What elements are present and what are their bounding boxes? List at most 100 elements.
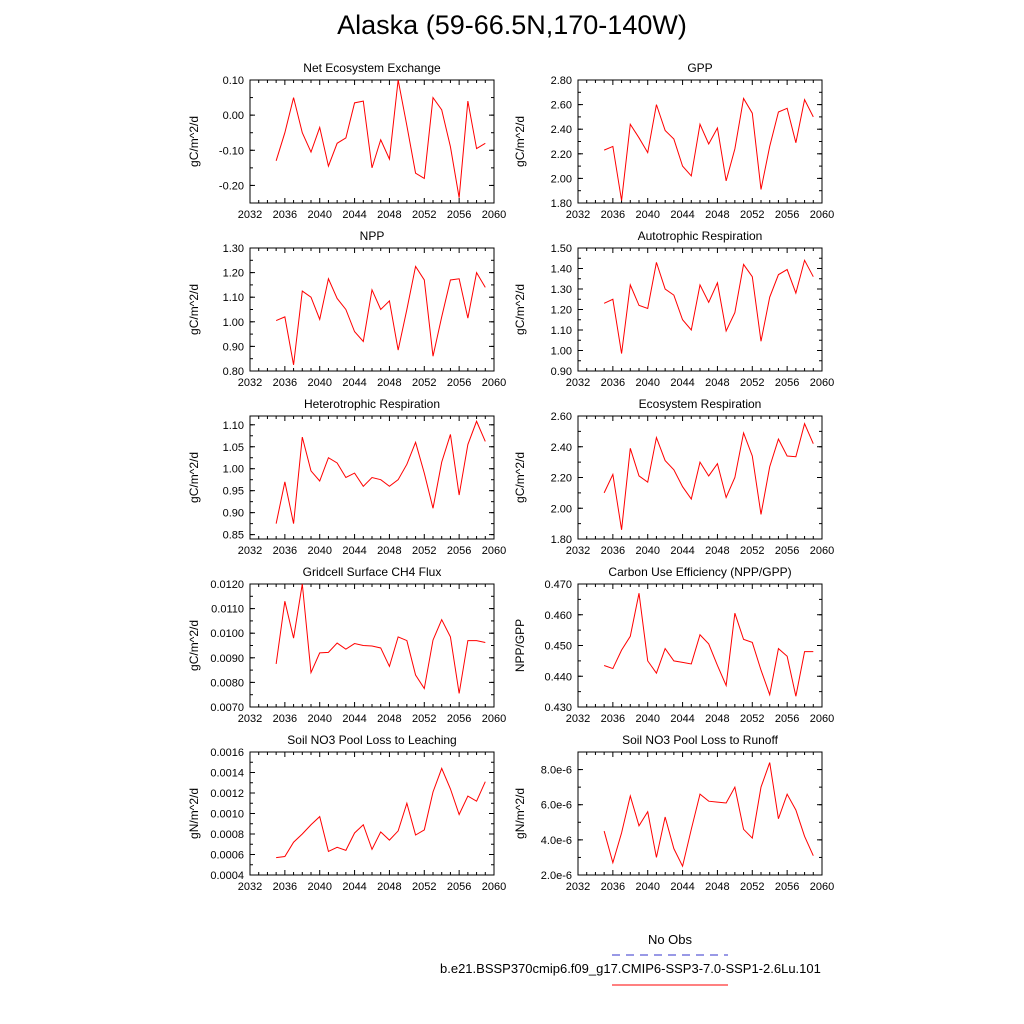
plot-frame — [249, 247, 495, 372]
y-tick-label: 0.0120 — [210, 579, 244, 591]
figure-title: Alaska (59-66.5N,170-140W) — [337, 10, 687, 40]
panel-9: Soil NO3 Pool Loss to Leaching gN/m^2/d 20… — [187, 733, 506, 893]
panel-6: Ecosystem Respiration gC/m^2/d 2032 2036 204… — [513, 397, 834, 557]
y-tick-label: 1.30 — [223, 243, 244, 255]
y-tick-label: 0.450 — [544, 641, 572, 653]
series-line — [603, 422, 814, 530]
x-tick-label: 2032 — [238, 713, 262, 725]
y-tick-label: 4.0e-6 — [541, 835, 572, 847]
x-tick-label: 2052 — [412, 209, 436, 221]
y-tick-label: 2.20 — [551, 149, 572, 161]
x-tick-label: 2048 — [705, 209, 729, 221]
y-axis-label: gC/m^2/d — [187, 284, 201, 335]
x-tick-label: 2036 — [601, 545, 625, 557]
x-tick-label: 2048 — [377, 377, 401, 389]
y-axis-label: gC/m^2/d — [513, 452, 527, 503]
x-tick-label: 2060 — [482, 545, 506, 557]
y-tick-label: 0.0012 — [210, 788, 244, 800]
y-tick-label: 2.0e-6 — [541, 870, 572, 882]
x-tick-label: 2036 — [273, 881, 297, 893]
x-tick-label: 2044 — [670, 377, 694, 389]
y-tick-label: 1.10 — [551, 325, 572, 337]
y-tick-label: 1.10 — [223, 420, 244, 432]
x-tick-label: 2056 — [447, 545, 471, 557]
x-tick-label: 2048 — [705, 545, 729, 557]
x-tick-label: 2048 — [377, 881, 401, 893]
y-tick-label: 1.40 — [551, 264, 572, 276]
x-tick-label: 2048 — [377, 545, 401, 557]
x-tick-label: 2052 — [412, 713, 436, 725]
x-tick-label: 2048 — [377, 209, 401, 221]
y-tick-label: 0.0010 — [210, 809, 244, 821]
series-line — [603, 762, 814, 868]
x-tick-label: 2056 — [775, 377, 799, 389]
x-tick-label: 2036 — [601, 209, 625, 221]
y-tick-label: 0.460 — [544, 610, 572, 622]
y-axis-label: gN/m^2/d — [187, 788, 201, 839]
plot-frame — [577, 415, 823, 540]
plot-frame — [577, 583, 823, 708]
panel-title: Heterotrophic Respiration — [304, 397, 440, 411]
x-tick-label: 2040 — [635, 377, 659, 389]
y-tick-label: 1.20 — [551, 305, 572, 317]
x-tick-label: 2032 — [238, 881, 262, 893]
panel-2: GPP gC/m^2/d 2032 2036 2040 2044 2048 2052 2056 2… — [513, 61, 834, 221]
y-tick-label: 1.80 — [551, 534, 572, 546]
plot-frame — [577, 79, 823, 204]
y-tick-label: 2.60 — [551, 100, 572, 112]
panel-title: Soil NO3 Pool Loss to Leaching — [287, 733, 456, 747]
x-tick-label: 2044 — [342, 881, 366, 893]
y-tick-label: 0.440 — [544, 671, 572, 683]
x-tick-label: 2036 — [273, 545, 297, 557]
panel-title: Autotrophic Respiration — [638, 229, 763, 243]
y-tick-label: 0.0006 — [210, 850, 244, 862]
y-tick-label: 1.00 — [551, 346, 572, 358]
x-tick-label: 2048 — [705, 881, 729, 893]
x-tick-label: 2036 — [601, 881, 625, 893]
y-tick-label: 1.80 — [551, 198, 572, 210]
x-tick-label: 2044 — [670, 209, 694, 221]
y-tick-label: 2.20 — [551, 473, 572, 485]
x-tick-label: 2032 — [566, 545, 590, 557]
y-tick-label: 0.95 — [223, 486, 244, 498]
x-tick-label: 2032 — [566, 881, 590, 893]
x-tick-label: 2060 — [810, 209, 834, 221]
x-tick-label: 2036 — [601, 377, 625, 389]
y-tick-label: 0.0014 — [210, 768, 244, 780]
x-tick-label: 2040 — [307, 209, 331, 221]
y-tick-label: 0.10 — [223, 75, 244, 87]
legend-case-label: b.e21.BSSP370cmip6.f09_g17.CMIP6-SSP3-7.… — [440, 961, 821, 976]
y-tick-label: 0.430 — [544, 702, 572, 714]
x-tick-label: 2032 — [566, 377, 590, 389]
y-tick-label: 1.30 — [551, 284, 572, 296]
x-tick-label: 2048 — [705, 377, 729, 389]
y-tick-label: 1.50 — [551, 243, 572, 255]
y-tick-label: -0.10 — [219, 145, 244, 157]
y-tick-label: 0.0090 — [210, 653, 244, 665]
panel-7: Gridcell Surface CH4 Flux gC/m^2/d 2032 203… — [187, 565, 506, 725]
y-axis-label: NPP/GPP — [513, 619, 527, 672]
y-tick-label: 0.0110 — [211, 604, 244, 616]
plot-frame — [249, 79, 495, 204]
panel-title: NPP — [360, 229, 385, 243]
y-tick-label: 2.40 — [551, 442, 572, 454]
y-tick-label: 0.0070 — [210, 702, 244, 714]
x-tick-label: 2060 — [810, 713, 834, 725]
y-tick-label: 8.0e-6 — [541, 765, 572, 777]
panel-1: Net Ecosystem Exchange gC/m^2/d 2032 2036 20… — [187, 61, 506, 221]
y-tick-label: 0.80 — [223, 366, 244, 378]
x-tick-label: 2040 — [635, 713, 659, 725]
y-tick-label: 1.00 — [223, 317, 244, 329]
y-tick-label: 0.470 — [544, 579, 572, 591]
x-tick-label: 2056 — [775, 713, 799, 725]
y-tick-label: 2.80 — [551, 75, 572, 87]
x-tick-label: 2052 — [740, 713, 764, 725]
y-tick-label: 0.0080 — [210, 677, 244, 689]
x-tick-label: 2036 — [601, 713, 625, 725]
x-tick-label: 2040 — [635, 881, 659, 893]
x-tick-label: 2056 — [775, 209, 799, 221]
x-tick-label: 2056 — [447, 377, 471, 389]
x-tick-label: 2052 — [740, 881, 764, 893]
x-tick-label: 2044 — [670, 545, 694, 557]
